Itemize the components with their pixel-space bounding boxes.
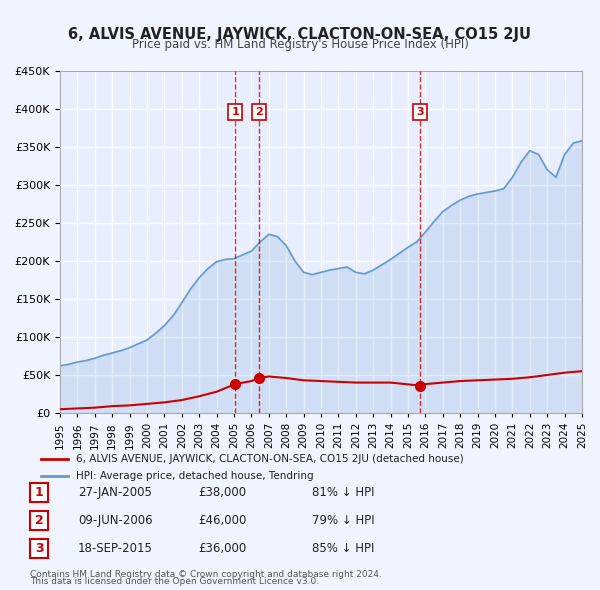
Text: 3: 3 — [35, 542, 43, 555]
Text: Contains HM Land Registry data © Crown copyright and database right 2024.: Contains HM Land Registry data © Crown c… — [30, 571, 382, 579]
Text: £46,000: £46,000 — [198, 514, 247, 527]
Text: 85% ↓ HPI: 85% ↓ HPI — [312, 542, 374, 555]
Text: This data is licensed under the Open Government Licence v3.0.: This data is licensed under the Open Gov… — [30, 578, 319, 586]
Text: 6, ALVIS AVENUE, JAYWICK, CLACTON-ON-SEA, CO15 2JU (detached house): 6, ALVIS AVENUE, JAYWICK, CLACTON-ON-SEA… — [76, 454, 464, 464]
Text: 09-JUN-2006: 09-JUN-2006 — [78, 514, 152, 527]
Text: 27-JAN-2005: 27-JAN-2005 — [78, 486, 152, 499]
Text: 79% ↓ HPI: 79% ↓ HPI — [312, 514, 374, 527]
Text: 18-SEP-2015: 18-SEP-2015 — [78, 542, 153, 555]
Text: 2: 2 — [255, 107, 263, 117]
Text: £36,000: £36,000 — [198, 542, 246, 555]
Text: HPI: Average price, detached house, Tendring: HPI: Average price, detached house, Tend… — [76, 471, 314, 481]
Text: 1: 1 — [35, 486, 43, 499]
Text: 3: 3 — [416, 107, 424, 117]
Text: 2: 2 — [35, 514, 43, 527]
Text: £38,000: £38,000 — [198, 486, 246, 499]
Text: 6, ALVIS AVENUE, JAYWICK, CLACTON-ON-SEA, CO15 2JU: 6, ALVIS AVENUE, JAYWICK, CLACTON-ON-SEA… — [68, 27, 532, 41]
Text: 81% ↓ HPI: 81% ↓ HPI — [312, 486, 374, 499]
Text: 1: 1 — [232, 107, 239, 117]
Text: Price paid vs. HM Land Registry's House Price Index (HPI): Price paid vs. HM Land Registry's House … — [131, 38, 469, 51]
